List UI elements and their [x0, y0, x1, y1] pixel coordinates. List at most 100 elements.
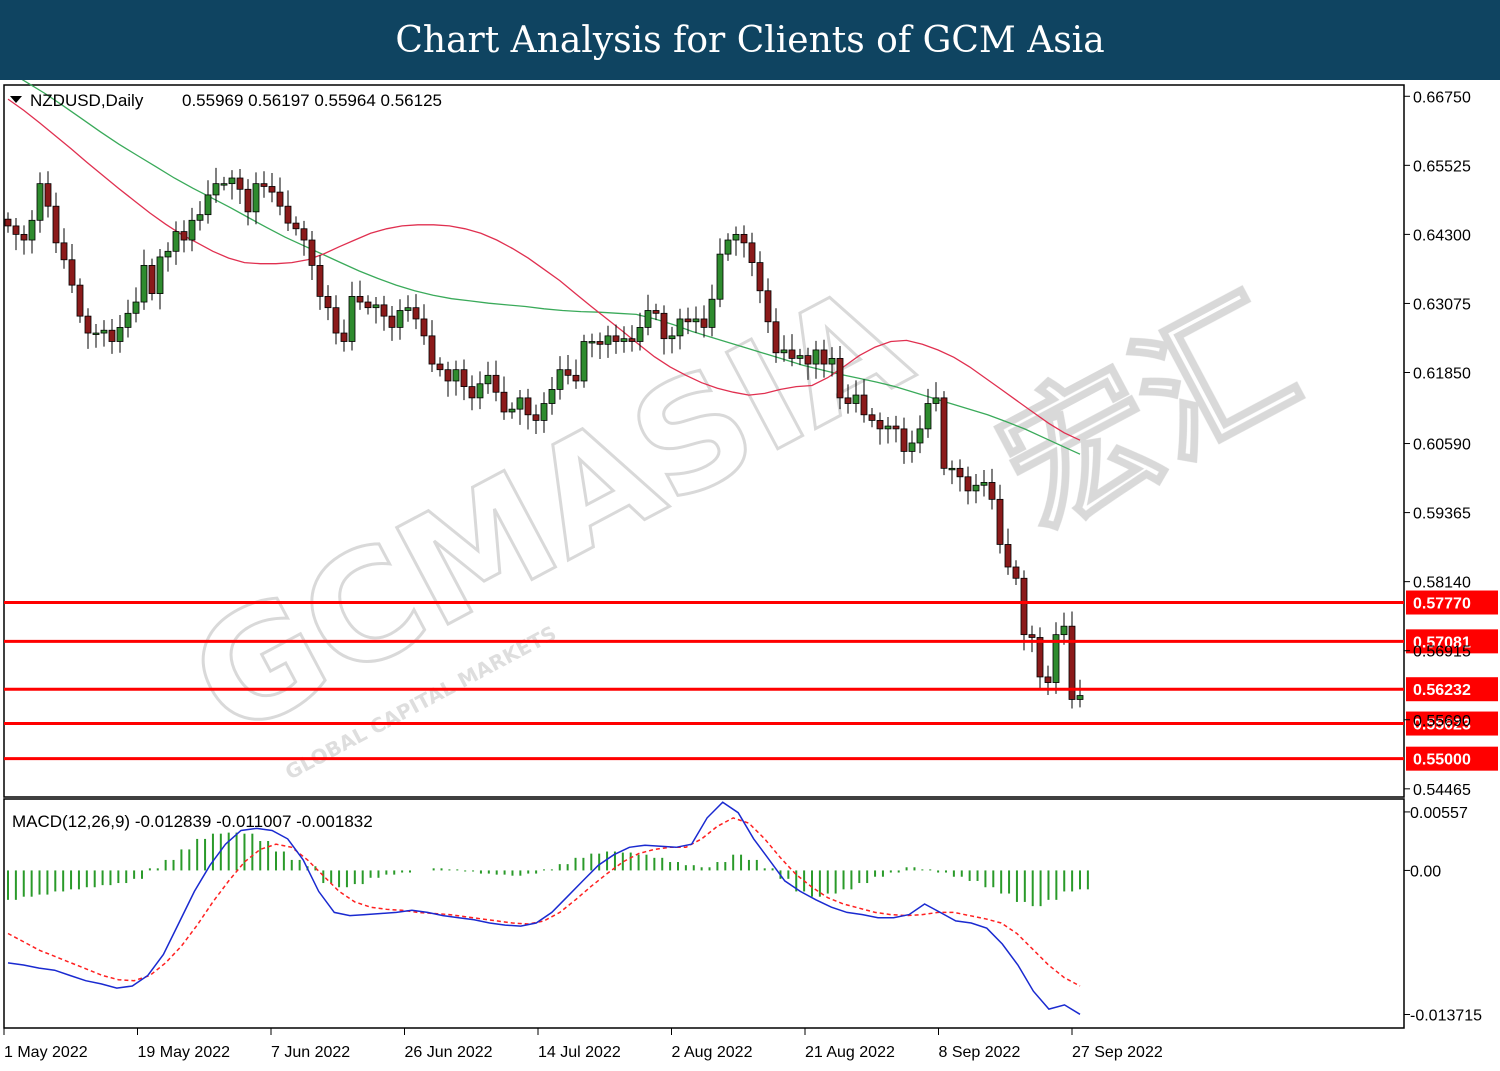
date-axis: 1 May 2022 19 May 2022 7 Jun 2022 26 Jun 20… — [3, 1028, 1163, 1061]
candle — [324, 285, 332, 321]
level-label: 0.57081 — [1413, 634, 1471, 651]
candle — [92, 324, 100, 348]
price-tick-label: 0.59365 — [1413, 506, 1471, 523]
macd-label: MACD(12,26,9) -0.012839 -0.011007 -0.001… — [12, 812, 373, 831]
candle — [20, 225, 28, 255]
macd-panel-frame — [3, 798, 1405, 1029]
price-axis: 0.66750 0.65525 0.64300 0.63075 0.61850 0.605… — [1404, 89, 1471, 799]
candle — [220, 176, 228, 191]
candle — [500, 376, 508, 420]
candle — [28, 210, 36, 254]
candle — [852, 380, 860, 413]
candle — [668, 326, 676, 354]
candle — [964, 466, 972, 505]
candle — [996, 484, 1004, 554]
candle — [732, 226, 740, 256]
candle — [764, 278, 772, 334]
macd-signal-line — [7, 817, 1081, 987]
candle — [292, 216, 300, 236]
candle — [300, 220, 308, 256]
level-badge — [1406, 746, 1498, 771]
candle — [884, 417, 892, 444]
macd-indicator: 0.00557 0.00 -0.013715 — [7, 801, 1482, 1025]
ma-green-line — [21, 80, 1081, 455]
symbol-label: NZDUSD,Daily — [30, 91, 144, 110]
price-tick-label: 0.61850 — [1413, 366, 1471, 383]
candle — [132, 287, 140, 323]
price-tick-label: 0.58140 — [1413, 575, 1471, 592]
candle — [532, 404, 540, 434]
candle — [188, 207, 196, 252]
candle — [4, 212, 12, 233]
date-tick-label: 14 Jul 2022 — [538, 1044, 621, 1061]
macd-tick-label: 0.00557 — [1410, 805, 1468, 822]
candle — [148, 258, 156, 301]
candle — [140, 249, 148, 310]
candle — [108, 318, 116, 354]
candle — [420, 304, 428, 345]
candle — [828, 347, 836, 377]
candle — [636, 312, 644, 351]
candle — [1028, 625, 1036, 653]
candle — [868, 408, 876, 428]
date-tick-label: 26 Jun 2022 — [405, 1044, 493, 1061]
candle — [692, 306, 700, 334]
candle — [980, 470, 988, 497]
candle — [308, 231, 316, 281]
level-label: 0.57770 — [1413, 596, 1471, 613]
price-tick-label: 0.54465 — [1413, 782, 1471, 799]
candle — [572, 359, 580, 389]
candle — [164, 242, 172, 272]
candle — [492, 360, 500, 402]
candle — [1068, 611, 1076, 709]
candle — [484, 361, 492, 394]
price-tick-label: 0.63075 — [1413, 296, 1471, 313]
candle — [1052, 622, 1060, 694]
candle — [788, 334, 796, 367]
candle — [972, 473, 980, 504]
candle — [900, 417, 908, 464]
candle — [196, 201, 204, 231]
candle — [948, 460, 956, 485]
candle — [12, 218, 20, 251]
price-tick-label: 0.55690 — [1413, 713, 1471, 730]
candle — [444, 361, 452, 397]
candle — [356, 280, 364, 310]
level-badge — [1406, 590, 1498, 615]
candle — [932, 382, 940, 412]
candle — [604, 325, 612, 358]
candle — [516, 389, 524, 425]
candle — [612, 324, 620, 354]
candle — [596, 332, 604, 359]
candle — [1004, 528, 1012, 575]
candle — [876, 412, 884, 445]
candle — [388, 305, 396, 341]
candle — [1060, 612, 1068, 645]
dropdown-triangle-icon[interactable] — [10, 96, 22, 103]
candle — [756, 251, 764, 304]
candle — [396, 299, 404, 340]
date-tick-label: 27 Sep 2022 — [1072, 1044, 1163, 1061]
candle — [124, 299, 132, 338]
macd-histogram — [7, 832, 1089, 907]
candle — [940, 391, 948, 476]
candle — [860, 379, 868, 423]
candle — [452, 360, 460, 396]
candle — [316, 255, 324, 310]
candle — [364, 295, 372, 315]
candle — [44, 171, 52, 218]
candle — [916, 415, 924, 454]
candle — [404, 295, 412, 322]
candle — [372, 296, 380, 324]
candle — [524, 388, 532, 430]
candle — [100, 320, 108, 347]
candle — [652, 303, 660, 321]
level-label: 0.55623 — [1413, 717, 1471, 734]
candle — [556, 356, 564, 400]
date-tick-label: 21 Aug 2022 — [805, 1044, 895, 1061]
price-tick-label: 0.65525 — [1413, 158, 1471, 175]
candle — [908, 430, 916, 463]
candle — [252, 172, 260, 225]
candle — [724, 233, 732, 261]
candle — [260, 171, 268, 198]
